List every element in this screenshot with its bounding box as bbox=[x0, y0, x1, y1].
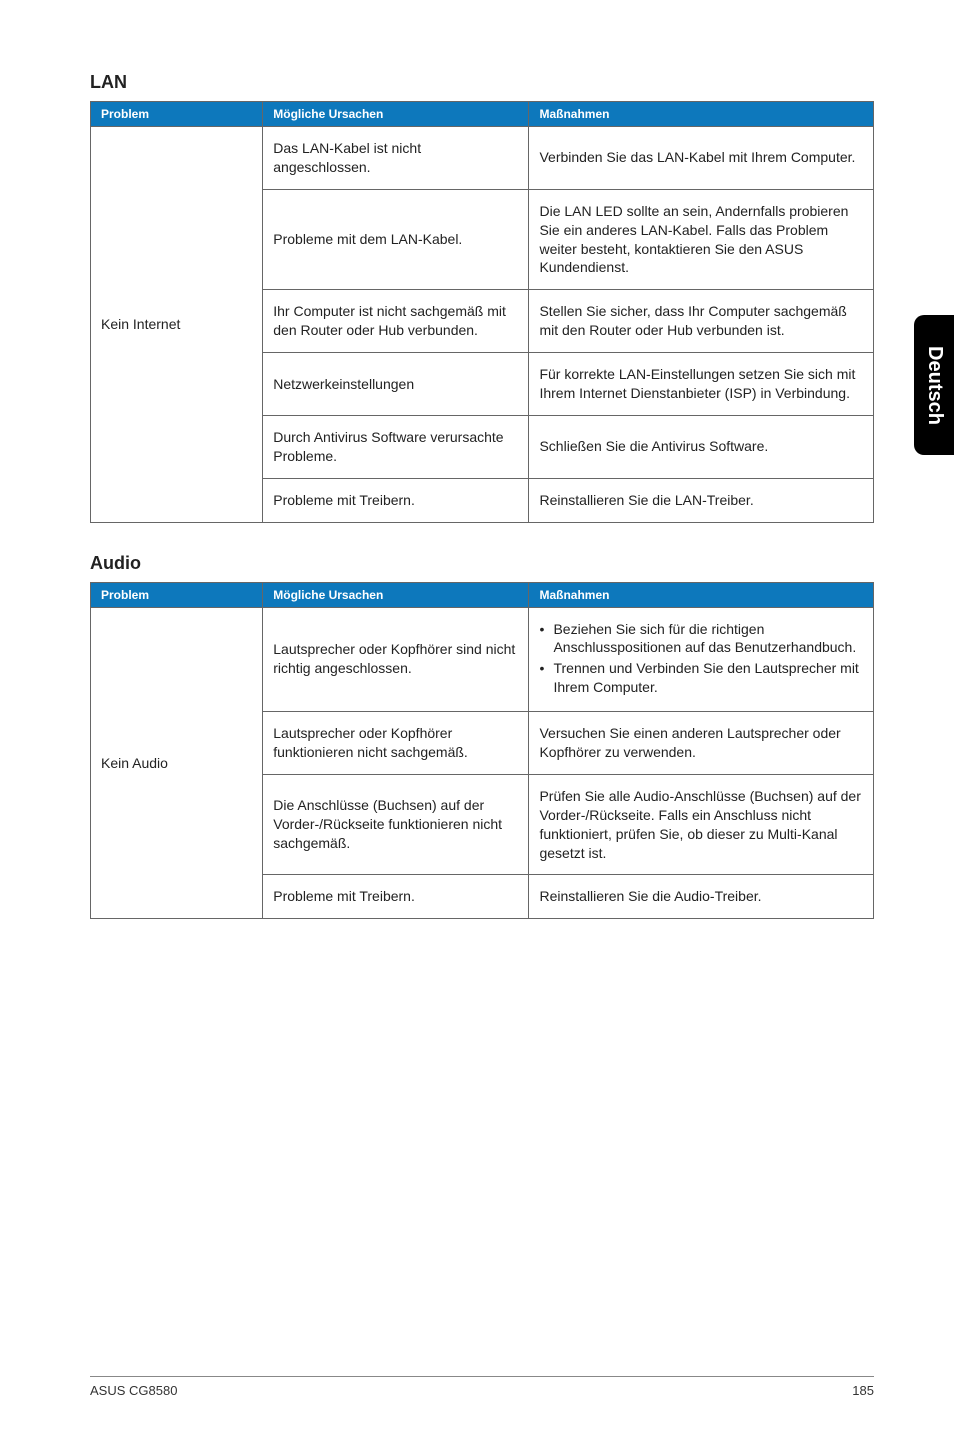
lan-header-row: Problem Mögliche Ursachen Maßnahmen bbox=[91, 102, 874, 127]
list-item: Beziehen Sie sich für die richtigen Ansc… bbox=[539, 620, 863, 658]
audio-th-action: Maßnahmen bbox=[529, 582, 874, 607]
table-row: Kein Audio Lautsprecher oder Kopfhörer s… bbox=[91, 607, 874, 712]
audio-cause-cell: Lautsprecher oder Kopfhörer sind nicht r… bbox=[263, 607, 529, 712]
audio-cause-cell: Lautsprecher oder Kopfhörer funktioniere… bbox=[263, 712, 529, 775]
lan-th-action: Maßnahmen bbox=[529, 102, 874, 127]
footer-page-number: 185 bbox=[852, 1383, 874, 1398]
audio-header-row: Problem Mögliche Ursachen Maßnahmen bbox=[91, 582, 874, 607]
audio-th-problem: Problem bbox=[91, 582, 263, 607]
audio-table: Problem Mögliche Ursachen Maßnahmen Kein… bbox=[90, 582, 874, 920]
table-row: Kein Internet Das LAN-Kabel ist nicht an… bbox=[91, 127, 874, 190]
lan-action-cell: Für korrekte LAN-Einstellungen setzen Si… bbox=[529, 353, 874, 416]
lan-cause-cell: Netzwerkeinstellungen bbox=[263, 353, 529, 416]
lan-action-cell: Verbinden Sie das LAN-Kabel mit Ihrem Co… bbox=[529, 127, 874, 190]
audio-heading: Audio bbox=[90, 553, 874, 574]
list-item: Trennen und Verbinden Sie den Lautsprech… bbox=[539, 659, 863, 697]
lan-action-cell: Reinstallieren Sie die LAN-Treiber. bbox=[529, 478, 874, 522]
audio-problem-cell: Kein Audio bbox=[91, 607, 263, 919]
lan-cause-cell: Durch Antivirus Software verursachte Pro… bbox=[263, 415, 529, 478]
audio-cause-cell: Die Anschlüsse (Buchsen) auf der Vorder-… bbox=[263, 774, 529, 875]
page-footer: ASUS CG8580 185 bbox=[90, 1376, 874, 1398]
language-tab-label: Deutsch bbox=[923, 346, 946, 425]
lan-th-problem: Problem bbox=[91, 102, 263, 127]
audio-th-cause: Mögliche Ursachen bbox=[263, 582, 529, 607]
lan-action-cell: Die LAN LED sollte an sein, Andernfalls … bbox=[529, 189, 874, 290]
lan-problem-cell: Kein Internet bbox=[91, 127, 263, 523]
lan-cause-cell: Ihr Computer ist nicht sachgemäß mit den… bbox=[263, 290, 529, 353]
lan-action-cell: Stellen Sie sicher, dass Ihr Computer sa… bbox=[529, 290, 874, 353]
lan-table: Problem Mögliche Ursachen Maßnahmen Kein… bbox=[90, 101, 874, 523]
audio-action-cell: Versuchen Sie einen anderen Lautsprecher… bbox=[529, 712, 874, 775]
lan-heading: LAN bbox=[90, 72, 874, 93]
lan-cause-cell: Probleme mit dem LAN-Kabel. bbox=[263, 189, 529, 290]
audio-action-cell: Prüfen Sie alle Audio-Anschlüsse (Buchse… bbox=[529, 774, 874, 875]
lan-th-cause: Mögliche Ursachen bbox=[263, 102, 529, 127]
audio-action-cell: Reinstallieren Sie die Audio-Treiber. bbox=[529, 875, 874, 919]
footer-left: ASUS CG8580 bbox=[90, 1383, 177, 1398]
audio-action-cell: Beziehen Sie sich für die richtigen Ansc… bbox=[529, 607, 874, 712]
lan-action-cell: Schließen Sie die Antivirus Software. bbox=[529, 415, 874, 478]
lan-cause-cell: Das LAN-Kabel ist nicht angeschlossen. bbox=[263, 127, 529, 190]
audio-cause-cell: Probleme mit Treibern. bbox=[263, 875, 529, 919]
language-tab: Deutsch bbox=[914, 315, 954, 455]
lan-cause-cell: Probleme mit Treibern. bbox=[263, 478, 529, 522]
